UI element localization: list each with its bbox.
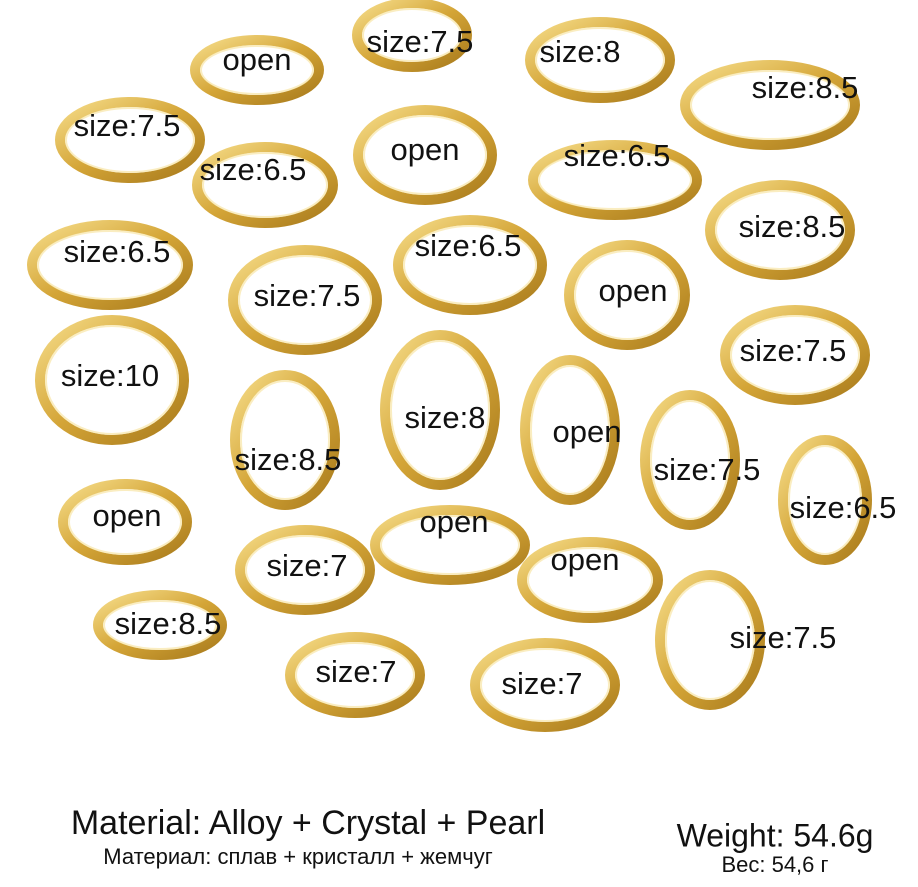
size-label: size:8.5 bbox=[115, 606, 222, 641]
size-label: size:8.5 bbox=[752, 70, 859, 105]
size-label: open bbox=[420, 504, 489, 539]
size-label: open bbox=[599, 273, 668, 308]
ring bbox=[370, 505, 530, 585]
ring-highlight bbox=[538, 150, 692, 210]
weight-text: Weight: 54.6g bbox=[677, 817, 874, 853]
ring bbox=[520, 355, 620, 505]
weight-ru-text: Вес: 54,6 г bbox=[721, 852, 828, 877]
ring bbox=[393, 215, 547, 315]
ring-highlight bbox=[65, 107, 195, 173]
ring-highlight bbox=[245, 535, 365, 605]
size-label: size:7 bbox=[502, 666, 583, 701]
ring-highlight bbox=[103, 600, 217, 650]
ring bbox=[235, 525, 375, 615]
ring-highlight bbox=[480, 648, 610, 722]
size-label: size:7.5 bbox=[74, 108, 181, 143]
material-ru-text: Материал: сплав + кристалл + жемчуг bbox=[103, 844, 492, 869]
size-label: size:7.5 bbox=[730, 620, 837, 655]
size-label: open bbox=[93, 498, 162, 533]
ring bbox=[285, 632, 425, 718]
ring-highlight bbox=[380, 515, 520, 575]
ring bbox=[55, 97, 205, 183]
ring bbox=[228, 245, 382, 355]
ring-highlight bbox=[68, 489, 182, 555]
ring bbox=[655, 570, 765, 710]
ring bbox=[564, 240, 690, 350]
ring bbox=[778, 435, 872, 565]
size-label: size:6.5 bbox=[790, 490, 897, 525]
ring bbox=[352, 0, 472, 72]
ring-highlight bbox=[390, 340, 490, 480]
size-label: size:8.5 bbox=[235, 442, 342, 477]
size-label: size:6.5 bbox=[564, 138, 671, 173]
size-label: size:6.5 bbox=[415, 228, 522, 263]
ring bbox=[35, 315, 189, 445]
ring-highlight bbox=[665, 580, 755, 700]
ring-highlight bbox=[715, 190, 845, 270]
ring bbox=[192, 142, 338, 228]
ring bbox=[528, 140, 702, 220]
ring-highlight bbox=[650, 400, 730, 520]
size-label: size:10 bbox=[61, 358, 159, 393]
ring bbox=[353, 105, 497, 205]
ring-highlight bbox=[535, 27, 665, 93]
ring bbox=[525, 17, 675, 103]
ring-highlight bbox=[238, 255, 372, 345]
material-text: Material: Alloy + Crystal + Pearl bbox=[71, 804, 545, 842]
size-label: size:8 bbox=[540, 34, 621, 69]
ring-highlight bbox=[530, 365, 610, 495]
ring-highlight bbox=[574, 250, 680, 340]
ring-highlight bbox=[403, 225, 537, 305]
size-label: size:7.5 bbox=[654, 452, 761, 487]
ring bbox=[705, 180, 855, 280]
ring bbox=[230, 370, 340, 510]
ring-highlight bbox=[37, 230, 183, 300]
size-label: size:7 bbox=[316, 654, 397, 689]
size-label: size:8.5 bbox=[739, 209, 846, 244]
size-label: size:7.5 bbox=[254, 278, 361, 313]
size-label: size:8 bbox=[405, 400, 486, 435]
ring bbox=[58, 479, 192, 565]
size-label: size:6.5 bbox=[64, 234, 171, 269]
ring bbox=[470, 638, 620, 732]
ring bbox=[27, 220, 193, 310]
ring-highlight bbox=[202, 152, 328, 218]
ring bbox=[190, 35, 324, 105]
size-label: size:7.5 bbox=[367, 24, 474, 59]
ring bbox=[93, 590, 227, 660]
ring-highlight bbox=[730, 315, 860, 395]
ring-highlight bbox=[362, 8, 462, 62]
ring bbox=[380, 330, 500, 490]
ring-highlight bbox=[363, 115, 487, 195]
ring-highlight bbox=[45, 325, 179, 435]
ring bbox=[720, 305, 870, 405]
size-label: size:6.5 bbox=[200, 152, 307, 187]
size-label: size:7.5 bbox=[740, 333, 847, 368]
ring-highlight bbox=[295, 642, 415, 708]
ring-highlight bbox=[200, 45, 314, 95]
size-label: open bbox=[223, 42, 292, 77]
size-label: open bbox=[551, 542, 620, 577]
ring bbox=[640, 390, 740, 530]
size-label: open bbox=[553, 414, 622, 449]
ring bbox=[680, 60, 860, 150]
ring-highlight bbox=[690, 70, 850, 140]
ring-highlight bbox=[240, 380, 330, 500]
ring bbox=[517, 537, 663, 623]
size-label: open bbox=[391, 132, 460, 167]
size-label: size:7 bbox=[267, 548, 348, 583]
ring-highlight bbox=[788, 445, 862, 555]
ring-highlight bbox=[527, 547, 653, 613]
